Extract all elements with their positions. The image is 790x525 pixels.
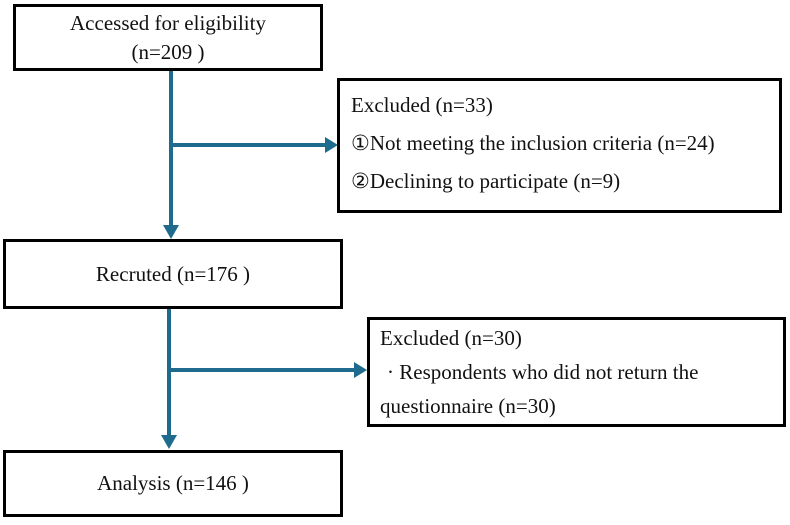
analysis-label: Analysis (n=146 ) xyxy=(97,471,249,495)
box-excluded-before-recruitment: Excluded (n=33) ①Not meeting the inclusi… xyxy=(337,78,782,213)
excluded-bottom-reason-line2: questionnaire (n=30) xyxy=(380,394,556,418)
arrowhead-down-icon xyxy=(163,225,179,239)
box-accessed-for-eligibility: Accessed for eligibility (n=209 ) xyxy=(13,4,323,71)
excluded-bottom-title: Excluded (n=30) xyxy=(380,326,522,350)
box-excluded-after-recruitment: Excluded (n=30) · Respondents who did no… xyxy=(367,317,786,427)
eligibility-label-line1: Accessed for eligibility xyxy=(70,10,266,35)
arrowhead-down-icon xyxy=(161,435,177,449)
box-analysis: Analysis (n=146 ) xyxy=(3,450,343,517)
eligibility-count: (n=209 ) xyxy=(131,39,205,64)
excluded-bottom-reason-line1: · Respondents who did not return the xyxy=(387,360,699,384)
excluded-top-reason-2: ②Declining to participate (n=9) xyxy=(351,169,621,193)
box-recruited: Recruted (n=176 ) xyxy=(3,239,343,309)
excluded-top-title: Excluded (n=33) xyxy=(351,93,493,117)
excluded-top-reason-1: ①Not meeting the inclusion criteria (n=2… xyxy=(351,131,715,155)
arrowhead-right-icon xyxy=(354,362,367,378)
recruited-label: Recruted (n=176 ) xyxy=(95,261,251,286)
